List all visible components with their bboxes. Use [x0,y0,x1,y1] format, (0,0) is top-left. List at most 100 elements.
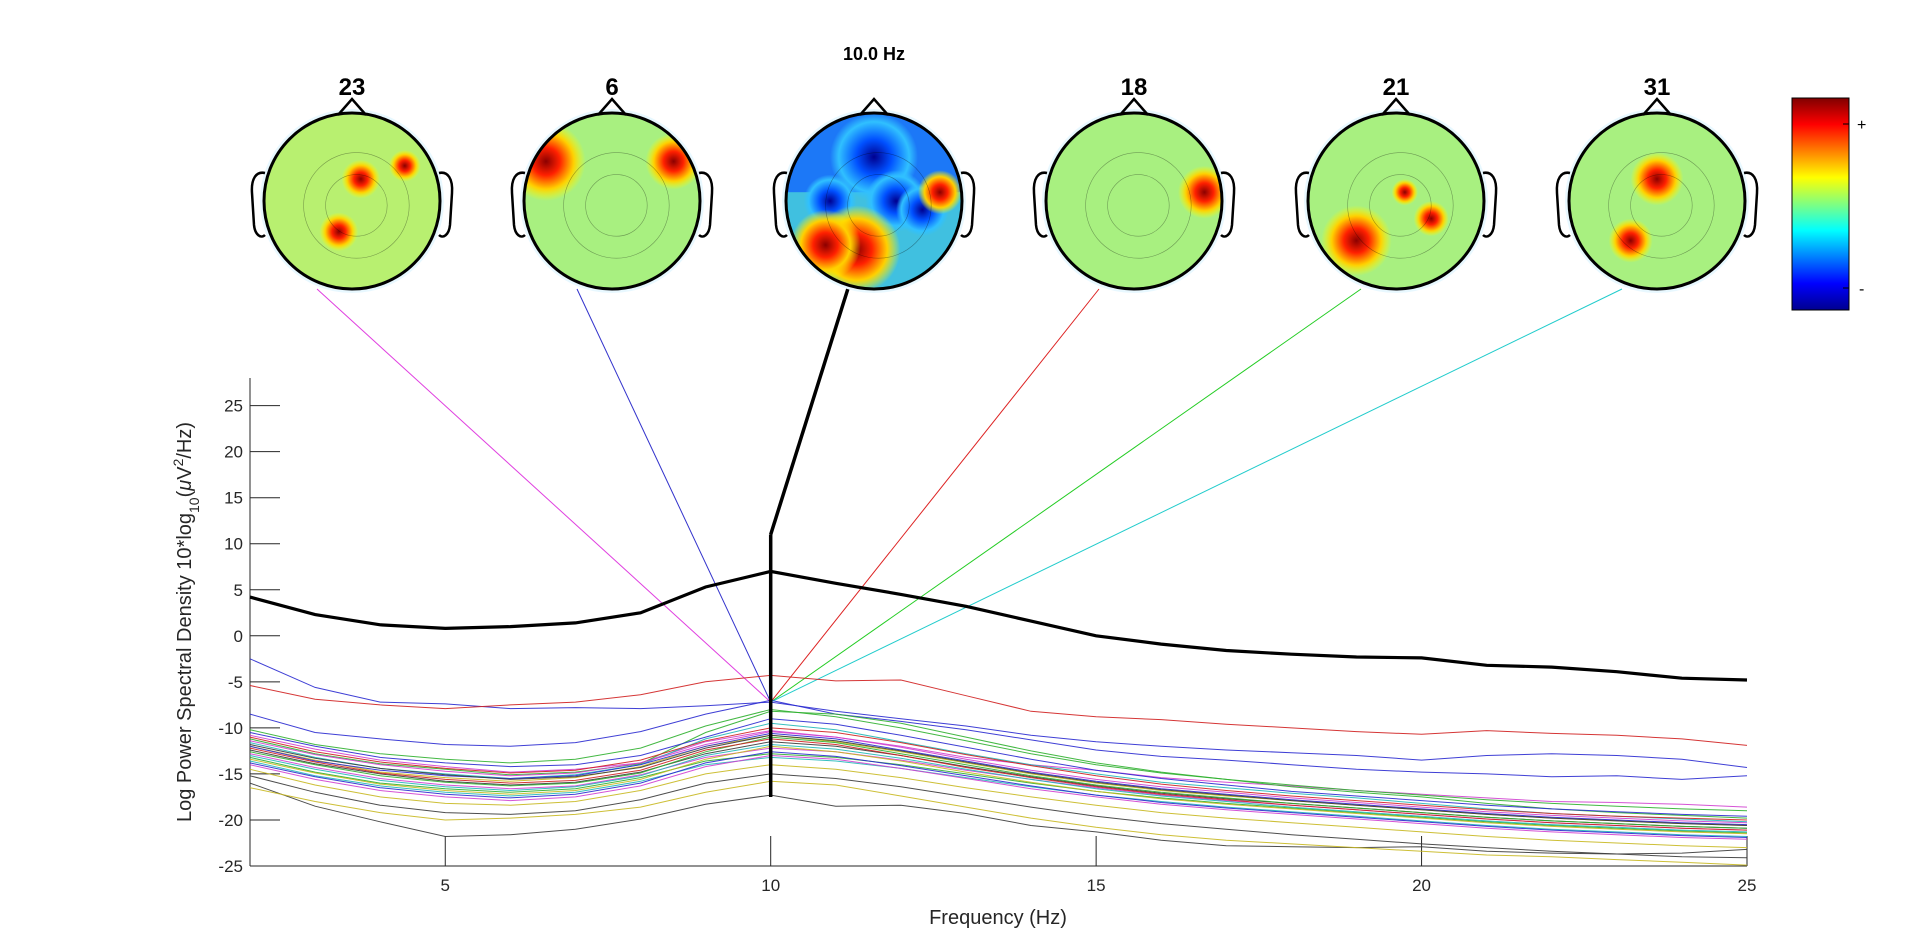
head-outline [1567,111,1747,291]
contour-line [303,152,410,259]
left-ear [772,171,788,238]
scalp-map: 21 [1294,74,1498,293]
scalp-positive-region [524,121,586,201]
channel-spectrum-line [249,738,1748,831]
scalp-map-title: 18 [1121,74,1148,101]
channel-spectrum-line [249,773,1748,859]
scalp-map: 23 [250,74,454,293]
channel-spectrum-line [249,699,1748,780]
nose-marker [597,97,627,116]
y-axis-title-sub: 10 [186,497,202,513]
scalp-positive-region [1413,201,1449,237]
head-outline [262,111,442,291]
scalp-positive-region [1391,179,1419,206]
mean-spectrum-line [249,569,1748,682]
x-axis-title: Frequency (Hz) [929,907,1067,929]
channel-spectrum-line [249,745,1748,835]
scalp-map: 18 [1032,74,1236,293]
colorbar-minus-label: - [1859,281,1864,298]
y-tick-label: -25 [218,857,243,876]
channel-spectrum-line [249,754,1748,840]
nose-marker [859,97,889,116]
left-ear [1555,171,1571,238]
right-ear [960,171,976,238]
channel-spectrum-line [249,753,1748,834]
channel-spectra [249,658,1748,866]
y-tick-label: 20 [224,443,243,462]
colorbar-plus-label: + [1857,117,1866,134]
y-axis-title-unit-b: /Hz) [174,422,196,459]
head-outline [1306,111,1486,291]
y-tick-label: 0 [234,627,243,646]
connector-line [770,288,1623,703]
scalp-positive-region [1178,165,1222,219]
scalp-map-title: 31 [1644,74,1671,101]
channel-spectrum-line [249,782,1748,855]
scalp-map: 31 [1555,74,1759,293]
contour-line [847,174,910,237]
right-ear [438,171,454,238]
channel-spectrum-line [249,718,1748,817]
channel-spectrum-line [249,674,1748,746]
contour-line [1107,174,1170,237]
y-axis-title-prefix: Log Power Spectral Density 10*log [174,513,196,822]
nose-marker [1119,97,1149,116]
contour-line [325,174,388,237]
y-tick-label: -10 [218,719,243,738]
scalp-map: 6 [510,74,714,293]
x-tick-label: 15 [1087,876,1106,895]
scalp-positive-region [1608,218,1653,263]
channel-spectrum-line [249,730,1748,808]
scalp-positive-region [918,170,962,215]
y-tick-label: 25 [224,397,243,416]
y-axis-title: Log Power Spectral Density 10*log10(μV2/… [170,422,202,822]
y-axis-title-sup: 2 [170,458,186,466]
y-tick-label: 15 [224,489,243,508]
scalp-maps: 23 6 10.0 Hz 18 21 31 [250,44,1759,293]
channel-spectrum-line [249,780,1748,866]
connector-line [770,288,1362,703]
contour-line [1347,152,1454,259]
head-outline [522,111,702,291]
channel-spectrum-line [249,708,1748,812]
channel-spectrum-line [249,736,1748,829]
x-tick-label: 5 [441,876,450,895]
channel-spectrum-line [249,756,1748,837]
y-axis-title-middle: ( [174,490,196,497]
scalp-field [1046,113,1222,289]
y-tick-label: -20 [218,811,243,830]
channel-spectrum-line [249,751,1748,838]
scalp-positive-region [790,209,861,281]
channel-spectrum-line [249,658,1748,768]
scalp-map: 10.0 Hz [772,44,976,293]
scalp-positive-region [1630,152,1684,206]
y-axis-title-mu: μ [174,480,196,492]
head-outline [784,111,964,291]
connector-line [316,288,772,703]
scalp-map-title: 6 [605,74,618,101]
channel-spectrum-line [249,764,1748,849]
contour-line [1369,174,1432,237]
contour-line [563,152,670,259]
channel-spectrum-line [249,734,1748,826]
left-ear [510,171,526,238]
y-tick-label: 5 [234,581,243,600]
x-ticks: 5 10 15 20 25 [441,836,1757,895]
x-tick-label: 10 [761,876,780,895]
left-ear [1294,171,1310,238]
scalp-positive-region [341,159,381,199]
right-ear [1743,171,1759,238]
contour-line [585,174,648,237]
spectrum-axes [249,378,1747,867]
head-outline [1044,111,1224,291]
y-axis-title-unit-a: V [174,466,196,480]
left-ear [250,171,266,238]
connector-line [576,288,772,703]
y-tick-label: -15 [218,765,243,784]
right-ear [698,171,714,238]
x-tick-label: 25 [1738,876,1757,895]
channel-spectrum-line [249,710,1748,819]
channel-spectrum-line [249,732,1748,826]
scalp-positive-region [1321,205,1392,276]
